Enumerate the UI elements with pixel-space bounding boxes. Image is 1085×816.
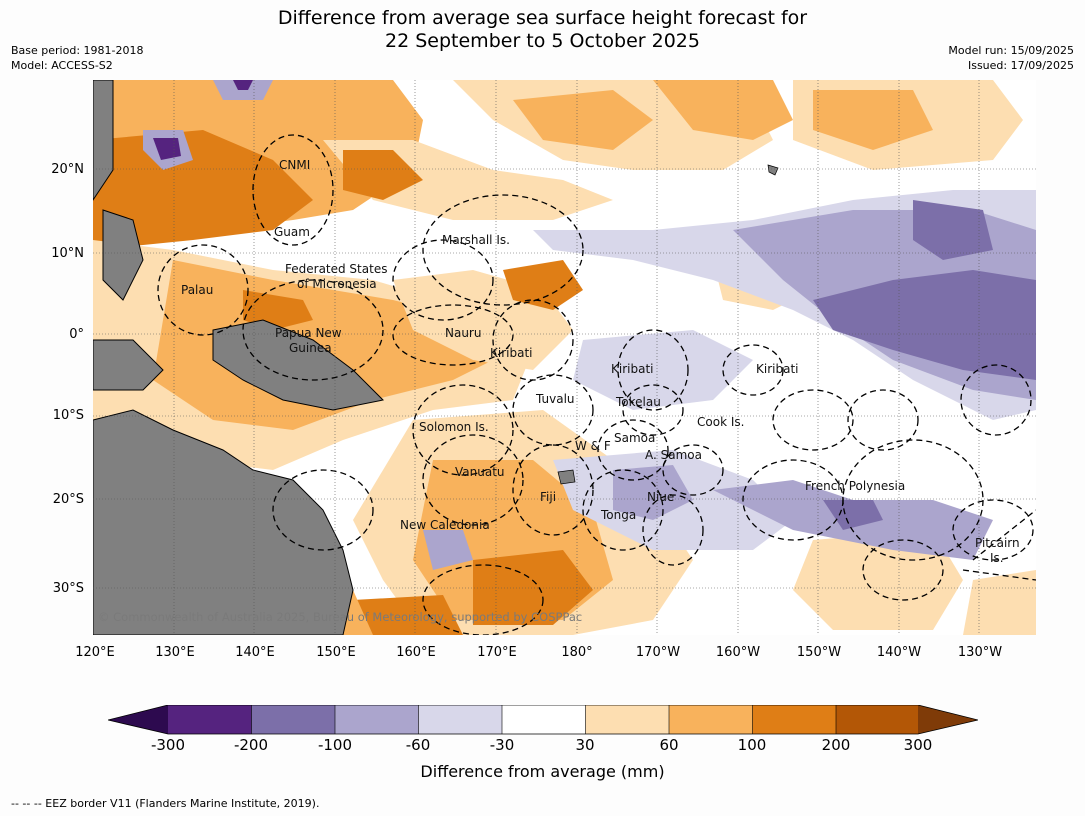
lon-label-140w: 140°W: [876, 645, 922, 660]
label-fsm-line2: of Micronesia: [297, 277, 377, 291]
label-kiribati-east: Kiribati: [756, 362, 799, 376]
base-period: Base period: 1981-2018: [11, 44, 144, 57]
issued-date: Issued: 17/09/2025: [967, 59, 1074, 72]
colorbar-tick-neg30: -30: [489, 736, 515, 754]
label-samoa: Samoa: [614, 431, 656, 445]
colorbar-tick-neg60: -60: [405, 736, 431, 754]
eez-borders: [157, 134, 1036, 635]
label-kiribati-west: Kiribati: [490, 346, 533, 360]
label-marshall-islands: Marshall Is.: [442, 233, 510, 247]
colorbar-segment-200-300: [836, 705, 918, 734]
colorbar-tick-100: 100: [737, 736, 767, 754]
colorbar-segment-100-60: [335, 705, 419, 734]
label-pitcairn-line1: Pitcairn: [975, 536, 1020, 550]
meta-right: Model run: 15/09/2025 Issued: 17/09/2025: [948, 43, 1074, 73]
lon-label-160w: 160°W: [715, 645, 761, 660]
title-line-1: Difference from average sea surface heig…: [277, 7, 808, 29]
lon-label-180: 180°: [561, 645, 593, 660]
colorbar-tick-neg200: -200: [233, 736, 269, 754]
sea-height-map: [93, 80, 1036, 635]
label-guam: Guam: [274, 225, 310, 239]
label-cnmi: CNMI: [279, 158, 311, 172]
label-fsm-line1: Federated States: [285, 262, 388, 276]
model-name: Model: ACCESS-S2: [11, 59, 113, 72]
label-png-line2: Guinea: [289, 341, 332, 355]
graticule: [93, 80, 1036, 635]
negative-anomaly-regions: [143, 80, 1036, 570]
colorbar-segment-200-100: [251, 705, 335, 734]
label-niue: Niue: [647, 490, 675, 504]
label-vanuatu: Vanuatu: [455, 465, 505, 479]
lat-label-20s: 20°S: [52, 492, 84, 507]
label-fiji: Fiji: [540, 490, 557, 504]
label-pitcairn-line2: Is.: [990, 551, 1004, 565]
lon-label-120e: 120°E: [75, 645, 115, 660]
colorbar-segment-300-200: [168, 705, 252, 734]
colorbar-segment-30-30: [502, 705, 586, 734]
colorbar-segment-60-30: [418, 705, 502, 734]
land-masses: [93, 80, 779, 635]
lat-label-10n: 10°N: [51, 246, 84, 261]
colorbar-tick-300: 300: [903, 736, 933, 754]
label-palau: Palau: [181, 283, 214, 297]
colorbar-segment-30-60: [585, 705, 669, 734]
lon-label-160e: 160°E: [396, 645, 436, 660]
colorbar-tick-200: 200: [821, 736, 851, 754]
lat-label-30s: 30°S: [52, 581, 84, 596]
lon-label-130e: 130°E: [155, 645, 195, 660]
lon-label-130w: 130°W: [957, 645, 1003, 660]
lat-label-10s: 10°S: [52, 408, 84, 423]
map-title: Difference from average sea surface heig…: [0, 7, 1085, 53]
colorbar-segment-below-300: [108, 705, 168, 734]
label-tokelau: Tokelau: [616, 395, 661, 409]
label-cook-islands: Cook Is.: [697, 415, 745, 429]
positive-anomaly-regions: [93, 80, 1036, 635]
label-png-line1: Papua New: [275, 326, 342, 340]
colorbar-tick-30: 30: [575, 736, 595, 754]
colorbar-segment-above-300: [918, 705, 978, 734]
lon-label-150e: 150°E: [316, 645, 356, 660]
label-tuvalu: Tuvalu: [536, 392, 575, 406]
meta-left: Base period: 1981-2018 Model: ACCESS-S2: [11, 43, 143, 73]
colorbar-title: Difference from average (mm): [420, 762, 665, 781]
label-nauru: Nauru: [445, 326, 482, 340]
label-kiribati-central: Kiribati: [611, 362, 654, 376]
colorbar-tick-60: 60: [659, 736, 679, 754]
colorbar-tick-neg300: -300: [150, 736, 186, 754]
title-line-2: 22 September to 5 October 2025: [385, 30, 700, 52]
label-tonga: Tonga: [601, 508, 637, 522]
colorbar-tick-neg100: -100: [317, 736, 353, 754]
label-solomon-islands: Solomon Is.: [419, 420, 489, 434]
label-new-caledonia: New Caledonia: [400, 518, 490, 532]
copyright-notice: © Commonwealth of Australia 2025, Bureau…: [98, 610, 583, 624]
label-wallis-futuna: W & F: [575, 439, 611, 453]
lat-label-20n: 20°N: [51, 162, 84, 177]
colorbar-segment-60-100: [669, 705, 753, 734]
lon-label-170w: 170°W: [635, 645, 681, 660]
label-american-samoa: A. Samoa: [645, 448, 702, 462]
colorbar: [108, 705, 978, 735]
colorbar-segment-100-200: [752, 705, 836, 734]
model-run: Model run: 15/09/2025: [948, 44, 1074, 57]
lat-label-0: 0°: [69, 327, 84, 342]
label-french-polynesia: French Polynesia: [805, 479, 906, 493]
eez-footnote: -- -- -- EEZ border V11 (Flanders Marine…: [11, 797, 320, 810]
lon-label-170e: 170°E: [477, 645, 517, 660]
lon-label-150w: 150°W: [796, 645, 842, 660]
lon-label-140e: 140°E: [235, 645, 275, 660]
